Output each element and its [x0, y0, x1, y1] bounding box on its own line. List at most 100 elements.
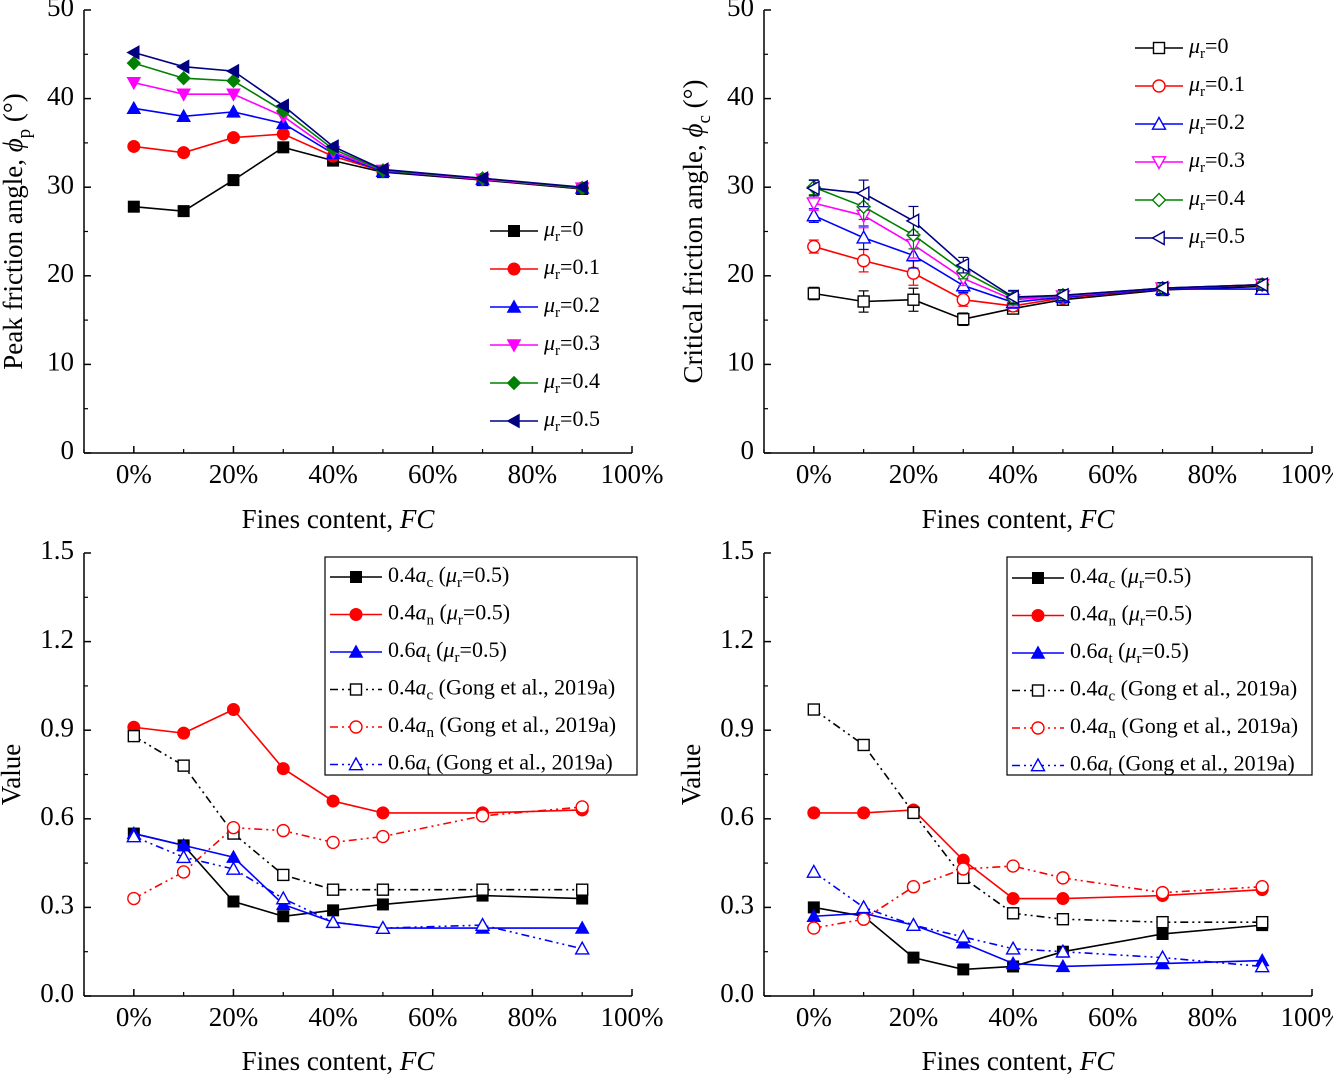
- series-line: [133, 832, 583, 929]
- series-line: [133, 146, 583, 212]
- legend-label: μr=0: [543, 216, 583, 245]
- series-5: [126, 55, 590, 196]
- legend-marker: [506, 375, 522, 391]
- legend-subscript: r: [555, 267, 560, 283]
- data-point: [126, 55, 142, 71]
- series-5: [127, 800, 589, 906]
- x-tick-label: 80%: [1188, 1002, 1238, 1032]
- legend-symbol: a: [1098, 713, 1109, 738]
- legend-marker: [1152, 79, 1166, 93]
- data-point: [327, 904, 340, 917]
- legend-paren: (: [433, 675, 446, 700]
- y-tick-label: 1.5: [720, 535, 754, 565]
- legend-label: 0.4ac (Gong et al., 2019a): [388, 675, 615, 704]
- series-3: [126, 100, 590, 194]
- data-point: [906, 880, 921, 894]
- data-point: [1055, 943, 1071, 958]
- legend-subscript: r: [1139, 576, 1144, 592]
- data-point: [1254, 276, 1269, 293]
- series-line: [813, 187, 1263, 298]
- data-point: [907, 951, 920, 964]
- series-line: [133, 735, 583, 891]
- series-6: [806, 864, 1270, 973]
- xlabel-symbol: FC: [399, 1046, 435, 1075]
- data-point: [226, 88, 241, 102]
- xlabel-text: Fines content,: [242, 1046, 400, 1075]
- legend-value: =0.5: [560, 406, 600, 431]
- legend-coef: 0.6: [1070, 638, 1098, 663]
- data-point: [127, 729, 141, 743]
- legend-item: 0.4ac (Gong et al., 2019a): [1012, 676, 1297, 705]
- legend-marker: [1151, 192, 1167, 208]
- series-line: [813, 285, 1263, 321]
- data-point: [275, 98, 289, 114]
- data-point: [1005, 289, 1019, 305]
- legend-paren: (: [434, 600, 447, 625]
- data-point: [276, 762, 290, 776]
- legend-subscript: t: [1109, 764, 1114, 780]
- y-axis-title: Peak friction angle, ϕp (°): [0, 93, 35, 369]
- ylabel-subscript: c: [694, 115, 715, 123]
- data-point: [955, 257, 970, 273]
- legend-item: μr=0.5: [1135, 223, 1245, 252]
- legend-subscript: r: [1137, 651, 1142, 667]
- legend: μr=0μr=0.1μr=0.2μr=0.3μr=0.4μr=0.5: [1135, 33, 1245, 252]
- legend-value: =0.1: [1205, 71, 1245, 96]
- xlabel-symbol: FC: [399, 504, 435, 534]
- legend-label: μr=0: [1188, 33, 1228, 62]
- legend-coef: 0.6: [1070, 751, 1098, 776]
- legend-marker: [348, 756, 364, 771]
- legend-item: 0.6at (Gong et al., 2019a): [1012, 751, 1295, 780]
- data-point: [126, 100, 142, 115]
- legend-subscript: r: [555, 419, 560, 435]
- ylabel-text: Critical friction angle,: [678, 138, 708, 384]
- legend-item: μr=0.3: [490, 330, 600, 359]
- x-tick-label: 60%: [1088, 1002, 1138, 1032]
- ylabel-unit: (°): [678, 80, 708, 116]
- legend-item: 0.6at (μr=0.5): [330, 637, 507, 666]
- legend-subscript: r: [455, 650, 460, 666]
- legend-subscript: r: [1200, 46, 1205, 62]
- x-tick-label: 100%: [1281, 459, 1333, 489]
- legend-label: 0.4ac (μr=0.5): [388, 562, 509, 591]
- data-point: [326, 883, 340, 896]
- legend-value: =0.5): [1142, 638, 1189, 663]
- x-tick-label: 20%: [889, 1002, 939, 1032]
- x-tick-label: 80%: [508, 1002, 558, 1032]
- legend-label: 0.4an (Gong et al., 2019a): [1070, 713, 1298, 742]
- data-point: [806, 864, 822, 878]
- xlabel-text: Fines content,: [922, 504, 1080, 534]
- legend-value: Gong et al., 2019a): [1126, 751, 1295, 776]
- legend-subscript: r: [458, 613, 463, 629]
- legend-value: Gong et al., 2019a): [446, 675, 615, 700]
- legend-symbol: μ: [543, 254, 555, 279]
- legend-marker: [1151, 116, 1167, 130]
- legend-coef: 0.4: [388, 675, 416, 700]
- legend-item: 0.4ac (Gong et al., 2019a): [330, 675, 615, 704]
- data-point: [227, 895, 240, 908]
- chart-panel-4: 0.0 0.3 0.6 0.9 1.2 1.5 0% 20% 40% 60% 80% 100% Fine…: [676, 535, 1333, 1075]
- legend-marker: [508, 225, 520, 237]
- legend-item: μr=0.3: [1135, 147, 1245, 176]
- data-point: [176, 71, 191, 86]
- legend-symbol: μ: [445, 562, 457, 587]
- y-tick-label: 10: [47, 347, 74, 377]
- y-tick-label: 20: [47, 258, 74, 288]
- legend-label: 0.6at (μr=0.5): [388, 637, 507, 666]
- data-point: [807, 703, 821, 716]
- legend-subscript: r: [555, 229, 560, 245]
- x-tick-label: 20%: [889, 459, 939, 489]
- series-5: [807, 859, 1269, 935]
- legend-subscript: t: [1109, 651, 1114, 667]
- legend-symbol: a: [416, 750, 427, 775]
- y-tick-label: 0: [741, 435, 755, 465]
- legend-item: μr=0: [490, 216, 583, 245]
- data-point: [1154, 949, 1171, 964]
- series-6: [805, 179, 1269, 305]
- data-point: [227, 174, 240, 187]
- legend-paren: (: [431, 637, 444, 662]
- legend-label: μr=0.4: [543, 368, 600, 397]
- legend-marker: [1031, 721, 1045, 735]
- legend-label: μr=0.2: [543, 292, 600, 321]
- legend-symbol: a: [1098, 601, 1109, 626]
